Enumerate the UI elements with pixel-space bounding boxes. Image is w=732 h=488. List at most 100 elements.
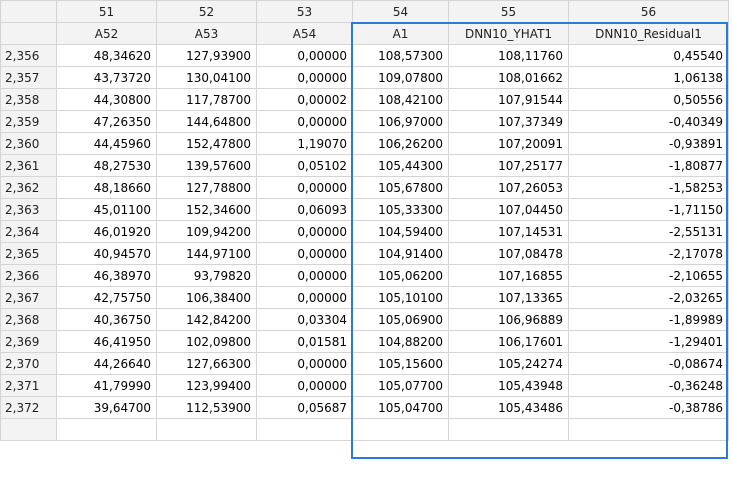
- row-header[interactable]: 2,371: [0, 374, 57, 397]
- table-cell[interactable]: 0,03304: [256, 308, 353, 331]
- table-cell[interactable]: 106,38400: [156, 286, 257, 309]
- table-cell[interactable]: 47,26350: [56, 110, 157, 133]
- column-name-header[interactable]: A54: [256, 22, 353, 45]
- table-cell[interactable]: [56, 418, 157, 441]
- table-cell[interactable]: 102,09800: [156, 330, 257, 353]
- row-header[interactable]: 2,370: [0, 352, 57, 375]
- row-header[interactable]: 2,362: [0, 176, 57, 199]
- table-cell[interactable]: 112,53900: [156, 396, 257, 419]
- table-cell[interactable]: 40,94570: [56, 242, 157, 265]
- corner-cell[interactable]: [0, 0, 57, 23]
- table-cell[interactable]: 44,26640: [56, 352, 157, 375]
- table-cell[interactable]: 139,57600: [156, 154, 257, 177]
- table-cell[interactable]: 41,79990: [56, 374, 157, 397]
- row-header[interactable]: 2,357: [0, 66, 57, 89]
- table-cell[interactable]: 0,00000: [256, 264, 353, 287]
- table-cell[interactable]: 105,06900: [352, 308, 449, 331]
- table-cell[interactable]: 0,45540: [568, 44, 729, 67]
- table-cell[interactable]: [448, 418, 569, 441]
- table-cell[interactable]: 104,91400: [352, 242, 449, 265]
- table-cell[interactable]: 105,33300: [352, 198, 449, 221]
- row-header[interactable]: 2,363: [0, 198, 57, 221]
- table-cell[interactable]: 45,01100: [56, 198, 157, 221]
- table-cell[interactable]: 105,43948: [448, 374, 569, 397]
- table-cell[interactable]: 107,91544: [448, 88, 569, 111]
- column-number-header[interactable]: 56: [568, 0, 729, 23]
- table-cell[interactable]: 107,14531: [448, 220, 569, 243]
- row-header[interactable]: 2,360: [0, 132, 57, 155]
- table-cell[interactable]: -2,17078: [568, 242, 729, 265]
- table-cell[interactable]: 44,45960: [56, 132, 157, 155]
- row-header[interactable]: 2,356: [0, 44, 57, 67]
- table-cell[interactable]: 152,34600: [156, 198, 257, 221]
- table-cell[interactable]: 107,20091: [448, 132, 569, 155]
- column-name-header[interactable]: DNN10_Residual1: [568, 22, 729, 45]
- table-cell[interactable]: -1,29401: [568, 330, 729, 353]
- row-header[interactable]: 2,359: [0, 110, 57, 133]
- table-cell[interactable]: 107,13365: [448, 286, 569, 309]
- table-cell[interactable]: 104,59400: [352, 220, 449, 243]
- table-cell[interactable]: 0,05687: [256, 396, 353, 419]
- table-cell[interactable]: 105,04700: [352, 396, 449, 419]
- table-cell[interactable]: 1,06138: [568, 66, 729, 89]
- row-header[interactable]: [0, 418, 57, 441]
- table-cell[interactable]: [156, 418, 257, 441]
- table-cell[interactable]: [256, 418, 353, 441]
- table-cell[interactable]: 127,66300: [156, 352, 257, 375]
- table-cell[interactable]: 48,18660: [56, 176, 157, 199]
- column-number-header[interactable]: 53: [256, 0, 353, 23]
- table-cell[interactable]: 0,00002: [256, 88, 353, 111]
- column-name-header[interactable]: DNN10_YHAT1: [448, 22, 569, 45]
- table-cell[interactable]: 109,94200: [156, 220, 257, 243]
- table-cell[interactable]: 108,42100: [352, 88, 449, 111]
- table-cell[interactable]: 0,00000: [256, 66, 353, 89]
- table-cell[interactable]: 107,04450: [448, 198, 569, 221]
- table-cell[interactable]: -0,38786: [568, 396, 729, 419]
- row-header[interactable]: 2,364: [0, 220, 57, 243]
- table-cell[interactable]: 117,78700: [156, 88, 257, 111]
- table-cell[interactable]: 108,11760: [448, 44, 569, 67]
- table-cell[interactable]: 0,00000: [256, 220, 353, 243]
- table-cell[interactable]: 0,01581: [256, 330, 353, 353]
- table-cell[interactable]: 106,17601: [448, 330, 569, 353]
- table-cell[interactable]: 46,01920: [56, 220, 157, 243]
- table-cell[interactable]: [352, 418, 449, 441]
- table-cell[interactable]: 42,75750: [56, 286, 157, 309]
- table-cell[interactable]: 107,25177: [448, 154, 569, 177]
- row-header[interactable]: 2,368: [0, 308, 57, 331]
- table-cell[interactable]: 0,05102: [256, 154, 353, 177]
- table-cell[interactable]: 44,30800: [56, 88, 157, 111]
- table-cell[interactable]: 106,96889: [448, 308, 569, 331]
- table-cell[interactable]: -0,93891: [568, 132, 729, 155]
- table-cell[interactable]: 105,24274: [448, 352, 569, 375]
- column-number-header[interactable]: 51: [56, 0, 157, 23]
- column-number-header[interactable]: 52: [156, 0, 257, 23]
- table-cell[interactable]: 0,00000: [256, 176, 353, 199]
- table-cell[interactable]: 106,26200: [352, 132, 449, 155]
- table-cell[interactable]: 105,10100: [352, 286, 449, 309]
- corner-cell[interactable]: [0, 22, 57, 45]
- table-cell[interactable]: 46,38970: [56, 264, 157, 287]
- row-header[interactable]: 2,367: [0, 286, 57, 309]
- row-header[interactable]: 2,372: [0, 396, 57, 419]
- table-cell[interactable]: 107,16855: [448, 264, 569, 287]
- table-cell[interactable]: 109,07800: [352, 66, 449, 89]
- table-cell[interactable]: -1,80877: [568, 154, 729, 177]
- table-cell[interactable]: 40,36750: [56, 308, 157, 331]
- table-cell[interactable]: 130,04100: [156, 66, 257, 89]
- table-cell[interactable]: -0,36248: [568, 374, 729, 397]
- row-header[interactable]: 2,358: [0, 88, 57, 111]
- table-cell[interactable]: -2,03265: [568, 286, 729, 309]
- table-cell[interactable]: 106,97000: [352, 110, 449, 133]
- table-cell[interactable]: -2,55131: [568, 220, 729, 243]
- table-cell[interactable]: 107,37349: [448, 110, 569, 133]
- table-cell[interactable]: -1,89989: [568, 308, 729, 331]
- table-cell[interactable]: -1,71150: [568, 198, 729, 221]
- table-cell[interactable]: 105,06200: [352, 264, 449, 287]
- table-cell[interactable]: 105,15600: [352, 352, 449, 375]
- table-cell[interactable]: -2,10655: [568, 264, 729, 287]
- table-cell[interactable]: 123,99400: [156, 374, 257, 397]
- table-cell[interactable]: 107,26053: [448, 176, 569, 199]
- column-name-header[interactable]: A1: [352, 22, 449, 45]
- table-cell[interactable]: 127,78800: [156, 176, 257, 199]
